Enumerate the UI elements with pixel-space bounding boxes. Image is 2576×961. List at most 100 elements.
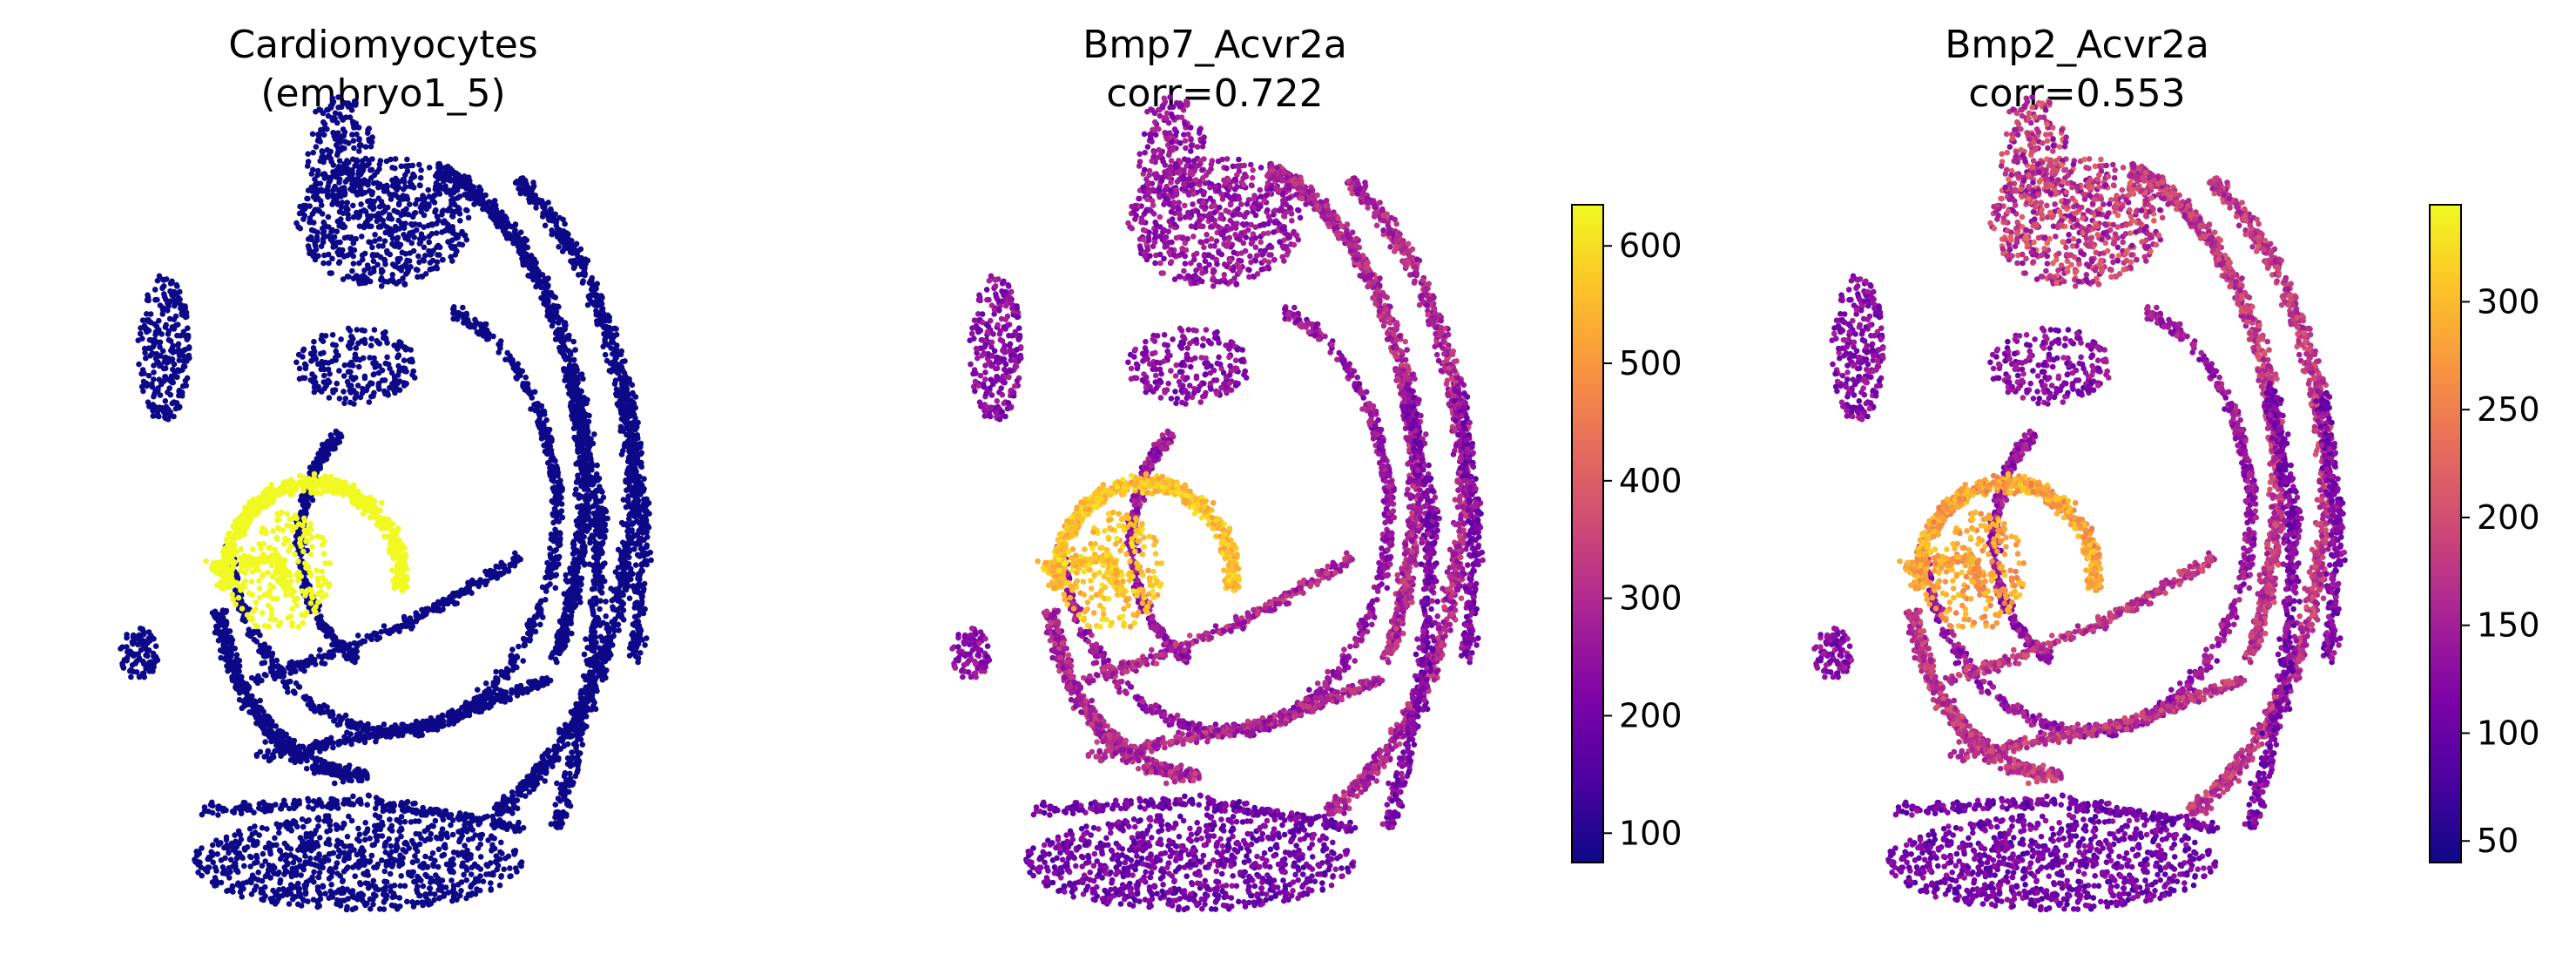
- cell-point: [529, 774, 535, 780]
- cell-point: [509, 359, 515, 365]
- cell-point: [556, 561, 562, 567]
- cell-point: [304, 766, 310, 772]
- cell-point: [401, 382, 408, 389]
- cell-point: [549, 464, 555, 470]
- cell-point: [320, 220, 327, 226]
- cell-point: [560, 248, 566, 254]
- cell-point: [408, 358, 414, 364]
- cell-point: [533, 763, 539, 769]
- cell-point: [435, 213, 441, 220]
- cell-point: [529, 395, 536, 401]
- cell-point: [224, 628, 230, 634]
- cell-point: [344, 655, 350, 661]
- cell-point: [524, 187, 530, 193]
- cell-point: [316, 707, 322, 714]
- cell-point: [518, 782, 524, 788]
- cell-point: [557, 536, 563, 542]
- cell-point: [563, 238, 569, 244]
- cell-point: [156, 318, 162, 324]
- cell-point: [319, 186, 325, 193]
- cell-point: [517, 243, 523, 249]
- cell-point: [307, 215, 314, 221]
- cell-point: [421, 213, 428, 219]
- cell-point: [462, 587, 468, 593]
- cell-point: [302, 362, 308, 368]
- cell-point: [319, 202, 325, 208]
- cell-point: [382, 377, 388, 383]
- cell-point: [322, 761, 328, 768]
- cell-point: [562, 377, 568, 383]
- cell-point: [337, 259, 343, 265]
- cell-point: [587, 293, 593, 299]
- cell-point: [320, 240, 327, 246]
- cell-point: [374, 262, 381, 268]
- cell-point: [226, 654, 233, 660]
- cell-point: [469, 590, 475, 596]
- cell-point: [540, 202, 546, 208]
- cell-point: [627, 595, 633, 601]
- cell-point: [490, 334, 496, 340]
- cell-point: [574, 241, 580, 247]
- cell-point: [353, 100, 359, 106]
- cell-point: [381, 222, 387, 228]
- cell-point: [360, 281, 366, 287]
- cell-point: [330, 332, 336, 338]
- cell-point: [274, 732, 280, 738]
- cell-point: [604, 626, 610, 632]
- cell-point: [627, 379, 633, 385]
- cell-point: [509, 798, 516, 804]
- cell-point: [584, 528, 590, 534]
- cell-point: [433, 207, 439, 213]
- cell-point: [554, 660, 560, 666]
- cell-point: [482, 193, 489, 199]
- cell-point: [353, 352, 359, 358]
- cell-point: [350, 254, 356, 260]
- cell-point: [356, 148, 362, 154]
- cell-point: [138, 647, 145, 653]
- cell-point: [180, 358, 186, 364]
- cell-point: [549, 438, 555, 444]
- cell-point: [615, 365, 621, 371]
- cell-point: [349, 181, 355, 187]
- cell-point: [377, 161, 383, 167]
- cell-point: [522, 641, 528, 647]
- cell-point: [563, 724, 570, 730]
- cell-point: [435, 252, 441, 258]
- cell-point: [562, 345, 568, 351]
- cell-point: [326, 633, 332, 639]
- cell-point: [533, 629, 539, 635]
- cell-point: [216, 638, 222, 644]
- cell-point: [623, 479, 629, 485]
- cell-point: [137, 674, 143, 680]
- cell-point: [372, 327, 378, 333]
- cell-point: [170, 349, 176, 355]
- cell-point: [173, 406, 179, 412]
- cell-point: [160, 349, 166, 355]
- cell-point: [625, 565, 631, 571]
- cell-point: [138, 626, 144, 632]
- cell-point: [155, 657, 161, 663]
- cell-point: [416, 222, 422, 228]
- cell-point: [531, 786, 537, 792]
- cell-point: [509, 234, 515, 240]
- cell-point: [580, 278, 586, 284]
- cell-point: [404, 157, 410, 163]
- cell-point: [130, 662, 136, 668]
- cell-point: [583, 271, 589, 277]
- cell-point: [251, 630, 257, 636]
- cell-point: [157, 363, 163, 369]
- cell-point: [618, 352, 624, 358]
- cell-point: [497, 342, 503, 348]
- cell-point: [543, 417, 550, 423]
- cell-point: [154, 297, 160, 303]
- cell-point: [313, 757, 319, 763]
- cell-point: [140, 389, 146, 395]
- cell-point: [375, 185, 381, 191]
- cell-point: [417, 182, 423, 188]
- cell-point: [369, 381, 375, 387]
- cell-point: [361, 337, 368, 343]
- cell-point: [556, 497, 563, 503]
- cell-point: [455, 183, 461, 189]
- cell-point: [401, 281, 408, 287]
- cell-point: [151, 636, 157, 642]
